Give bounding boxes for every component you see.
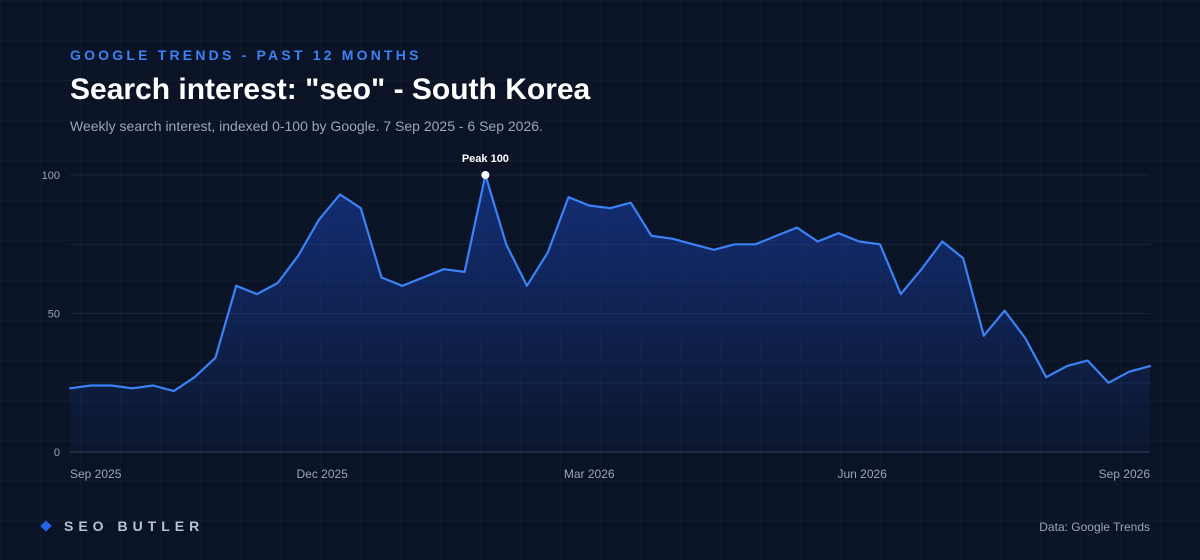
x-tick-label: Sep 2025 (70, 467, 122, 481)
data-point (753, 242, 758, 247)
data-point (1085, 358, 1090, 363)
y-tick-label: 50 (48, 309, 60, 321)
data-point (898, 292, 903, 297)
data-point (961, 256, 966, 261)
data-point (670, 236, 675, 241)
peak-marker (481, 171, 490, 179)
data-point (1106, 380, 1111, 385)
data-point (192, 375, 197, 380)
data-point (566, 195, 571, 200)
peak-label: Peak 100 (462, 153, 509, 165)
data-point (317, 217, 322, 222)
x-tick-label: Sep 2026 (1099, 467, 1151, 481)
data-point (504, 242, 509, 247)
y-tick-label: 0 (54, 447, 60, 459)
data-point (275, 281, 280, 286)
chart-kicker: GOOGLE TRENDS - PAST 12 MONTHS (70, 47, 422, 63)
data-point (774, 233, 779, 238)
brand: SEO BUTLER (40, 518, 204, 534)
data-point (815, 239, 820, 244)
data-point (587, 203, 592, 208)
data-point (919, 267, 924, 272)
data-point (254, 292, 259, 297)
data-point (545, 250, 550, 255)
data-point (857, 239, 862, 244)
data-point (794, 225, 799, 230)
data-point (940, 239, 945, 244)
data-point (1127, 369, 1132, 374)
data-point (171, 389, 176, 394)
chart-subtitle: Weekly search interest, indexed 0-100 by… (70, 118, 543, 134)
data-point (130, 386, 135, 391)
data-point (379, 275, 384, 280)
data-point (878, 242, 883, 247)
series-area (70, 175, 1150, 452)
data-point (732, 242, 737, 247)
chart-title: Search interest: "seo" - South Korea (70, 73, 591, 106)
data-point (1023, 336, 1028, 341)
brand-name: SEO BUTLER (64, 518, 205, 534)
data-point (234, 283, 239, 288)
data-point (441, 267, 446, 272)
x-tick-label: Jun 2026 (838, 467, 888, 481)
x-tick-label: Dec 2025 (297, 467, 349, 481)
data-point (1002, 308, 1007, 313)
data-point (691, 242, 696, 247)
data-point (213, 355, 218, 360)
data-point (151, 383, 156, 388)
data-point (88, 383, 93, 388)
data-point (1044, 375, 1049, 380)
data-point (628, 200, 633, 205)
data-point (296, 253, 301, 258)
series-line (68, 173, 1152, 393)
data-point (400, 283, 405, 288)
data-source: Data: Google Trends (1039, 520, 1150, 534)
data-point (421, 275, 426, 280)
data-point (338, 192, 343, 197)
data-point (524, 283, 529, 288)
data-point (1148, 364, 1153, 369)
x-tick-label: Mar 2026 (564, 467, 615, 481)
data-point (608, 206, 613, 211)
data-point (711, 247, 716, 252)
data-point (981, 333, 986, 338)
diamond-icon (40, 520, 52, 532)
data-point (1064, 364, 1069, 369)
data-point (462, 269, 467, 274)
data-point (836, 231, 841, 236)
data-point (358, 206, 363, 211)
data-point (68, 386, 73, 391)
data-point (649, 233, 654, 238)
y-tick-label: 100 (42, 170, 60, 182)
data-point (109, 383, 114, 388)
